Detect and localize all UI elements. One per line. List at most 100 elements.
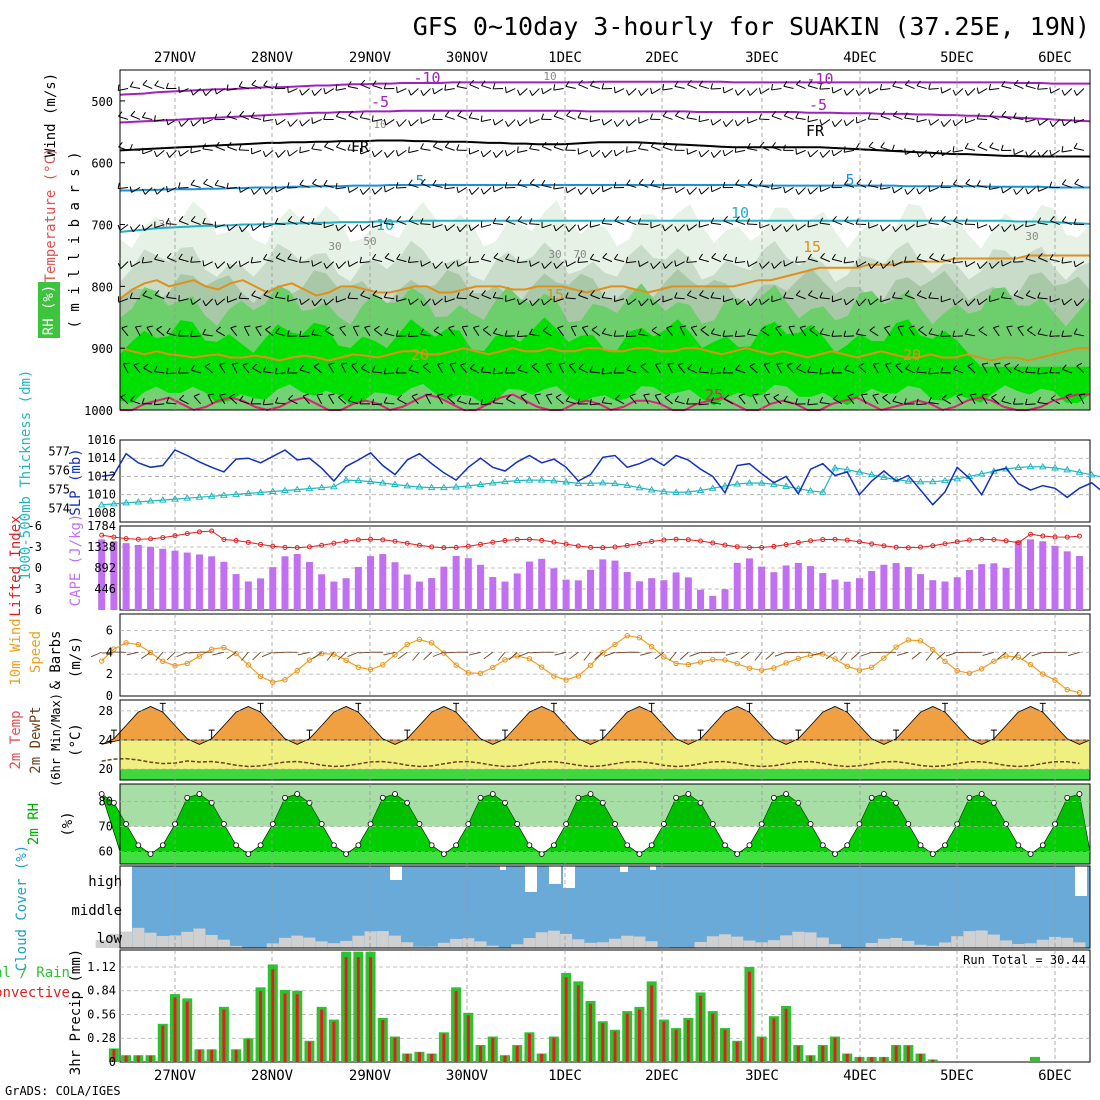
wind-barb-flag [165,217,170,224]
wind-barb-flag [238,144,242,151]
wind-speed-point [868,664,875,671]
wind-barb-flag [674,292,678,299]
wind-barb-flag [807,80,812,87]
wind-speed-point [416,636,423,643]
wind-barb [969,394,976,405]
wind-speed-point [661,654,667,660]
wind-barb-flag [274,217,279,224]
wind-barb [481,371,492,374]
wind-barb [1074,183,1085,188]
wind-barb [190,261,201,263]
wind-barb-flag [904,224,907,231]
wind-barb-flag [1073,300,1078,307]
cape-bar [379,554,387,610]
rh-point [893,799,900,806]
wind-barb-flag [807,366,811,373]
wind-barb-flag [335,142,341,148]
wind-barb [929,257,939,263]
wind-speed-point [1076,689,1083,696]
wind-barb-flag [372,80,377,86]
wind-barb-flag [916,253,921,260]
wind-barb [202,148,213,151]
chart-title: GFS 0~10day 3-hourly for SUAKIN (37.25E,… [413,12,1090,41]
wind-barb [1014,224,1024,231]
wind-barb-flag [674,186,677,193]
wind-barb [154,403,165,406]
cape-bar [159,548,167,610]
wind-barb [667,363,673,374]
wind-barb-flag [735,364,740,370]
wind-barb [700,149,710,158]
wind-barb-flag [371,366,376,373]
wind-barb-flag [638,260,641,267]
wind-barb-10m [840,651,848,661]
precip-convective-bar [650,985,654,1062]
wind-barb [967,365,976,374]
cape-bar [171,550,179,610]
wind-barb [907,187,915,195]
wind-barb [553,298,564,303]
rh-point [770,794,777,801]
wind-barb [712,119,722,126]
wind-barb [447,261,456,269]
wind-barb [759,146,770,151]
wind-barb [360,367,371,374]
wind-barb [872,364,879,374]
wind-barb-flag [982,362,989,365]
precip-convective-bar [454,991,458,1062]
wind-barb-10m [725,651,738,656]
wind-barb-flag [244,325,251,328]
wind-barb [351,364,359,374]
precip-convective-bar [491,1037,495,1062]
wind-barb [215,330,226,337]
wind-barb [517,261,528,264]
wind-barb [952,335,963,338]
wind-barb-flag [819,83,822,90]
wind-barb-flag [383,185,386,192]
low-cloud-bar [1024,943,1037,948]
wind-barb-flag [855,89,860,96]
wind-barb [809,187,819,195]
cape-bar [562,579,570,610]
wind-barb [481,294,492,300]
wind-barb-flag [916,220,918,227]
wind-barb [384,332,395,337]
rh-below-60-shade [120,851,1090,864]
wind-barb [154,258,165,263]
wind-barb [360,84,371,90]
wind-barb [167,187,177,193]
wind-barb-flag [1074,178,1079,184]
wind-barb [433,330,443,337]
wind-barb [591,329,601,337]
wind-speed-point [1052,677,1058,683]
cloud-level-label: high [88,874,122,890]
wind-barb-flag [456,226,461,232]
wind-barb-flag [613,181,617,188]
wind-barb [385,119,395,126]
wind-barb-flag [650,262,654,269]
wind-barb-flag [323,262,327,269]
wind-barb-flag [722,121,727,127]
wind-barb-flag [928,119,932,126]
wind-barb-flag [299,216,305,222]
wind-barb [1025,294,1036,300]
wind-barb [602,402,613,405]
wind-barb-flag [988,83,992,90]
wind-barb-flag [121,325,128,329]
wind-barb-flag [360,363,366,369]
wind-barb-flag [541,141,547,147]
isotherm-line [119,347,1090,362]
wind-barb [352,326,359,337]
cape-bar [220,561,228,610]
slp-line [101,449,1100,506]
wind-barb-flag [892,226,896,232]
wind-barb-10m [432,651,445,657]
wind-barb-flag [967,362,974,367]
wind-barb-flag [662,84,665,91]
wind-barb-flag [885,362,892,365]
rh-point [734,851,741,857]
wind-barb-flag [351,362,358,366]
wind-speed-point [343,657,349,664]
